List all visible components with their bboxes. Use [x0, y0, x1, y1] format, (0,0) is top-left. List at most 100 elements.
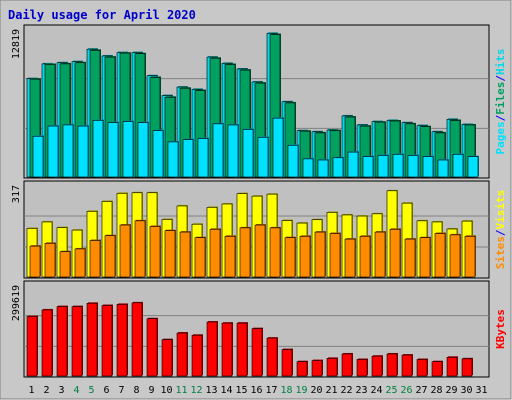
day-label: 10 — [160, 385, 172, 396]
day-label: 25 — [385, 385, 397, 396]
bar-pages — [47, 125, 59, 178]
bar-kbytes — [251, 328, 263, 377]
bar-sites — [434, 233, 446, 278]
bar-pages — [32, 135, 44, 178]
bar-sites — [254, 224, 266, 278]
bar-pages — [422, 156, 434, 178]
day-label: 7 — [118, 385, 124, 396]
day-label: 5 — [88, 385, 94, 396]
day-label: 26 — [400, 385, 412, 396]
bar-sites — [209, 228, 221, 278]
panel-visits-sites: 317 Sites/Visits — [11, 180, 507, 279]
bar-sites — [59, 251, 71, 278]
day-label: 21 — [325, 385, 337, 396]
y-max-label: 12819 — [11, 29, 22, 59]
bar-pages — [437, 159, 449, 178]
legend-entry: Pages — [494, 121, 507, 154]
bar-sites — [449, 234, 461, 278]
bar-kbytes — [146, 318, 158, 377]
bar-sites — [344, 238, 356, 278]
bar-sites — [239, 227, 251, 278]
panel-kbytes: 299619 KBytes — [11, 280, 507, 378]
day-label: 16 — [250, 385, 262, 396]
day-label: 17 — [265, 385, 277, 396]
bar-sites — [89, 240, 101, 278]
bar-pages — [257, 137, 269, 178]
chart-title: Daily usage for April 2020 — [8, 8, 196, 22]
bar-pages — [287, 145, 299, 178]
bar-kbytes — [401, 354, 413, 377]
y-max-label: 317 — [11, 185, 22, 203]
bar-sites — [314, 231, 326, 278]
panel-legend: KBytes — [494, 309, 507, 349]
bar-kbytes — [311, 360, 323, 377]
day-label: 9 — [148, 385, 154, 396]
bar-sites — [29, 245, 41, 278]
day-labels: 1 2 3 4 5 6 7 8 9 10 11 12 13 14 15 16 17 18 19 20 21 22 23 24 2… — [28, 385, 487, 396]
day-label: 18 — [280, 385, 292, 396]
bar-sites — [404, 238, 416, 278]
legend-entry: Files — [494, 82, 507, 115]
day-label: 2 — [43, 385, 49, 396]
panel-legend: Sites/Visits — [494, 190, 507, 270]
bar-kbytes — [236, 322, 248, 377]
bar-kbytes — [281, 349, 293, 377]
legend-entry: Hits — [494, 49, 507, 76]
bar-sites — [194, 237, 206, 278]
bar-sites — [134, 220, 146, 278]
bar-pages — [152, 130, 164, 178]
bar-pages — [467, 156, 479, 178]
panels-layer: 12819Pages/Files/Hits317Sites/Visits2996… — [11, 24, 507, 378]
bar-sites — [149, 226, 161, 278]
legend-entry: / — [494, 229, 507, 236]
legend-entry: / — [494, 114, 507, 121]
bar-kbytes — [86, 303, 98, 377]
legend-entry: KBytes — [494, 309, 507, 349]
bar-pages — [347, 151, 359, 178]
bar-pages — [107, 122, 119, 178]
bar-pages — [377, 155, 389, 178]
bar-kbytes — [356, 359, 368, 377]
bar-kbytes — [326, 358, 338, 377]
panel-legend: Pages/Files/Hits — [494, 49, 507, 155]
bar-kbytes — [161, 339, 173, 377]
day-label: 1 — [28, 385, 34, 396]
bar-sites — [284, 237, 296, 278]
bar-kbytes — [221, 322, 233, 377]
day-label: 29 — [445, 385, 457, 396]
bar-kbytes — [296, 361, 308, 377]
bar-sites — [359, 235, 371, 278]
bar-pages — [227, 124, 239, 178]
day-label: 23 — [355, 385, 367, 396]
day-label: 27 — [415, 385, 427, 396]
bar-kbytes — [341, 353, 353, 377]
bar-pages — [317, 159, 329, 178]
bar-sites — [164, 230, 176, 278]
bar-pages — [242, 129, 254, 178]
bar-kbytes — [446, 356, 458, 377]
bar-kbytes — [71, 306, 83, 377]
day-label: 22 — [340, 385, 352, 396]
bar-kbytes — [41, 309, 53, 377]
bar-kbytes — [101, 305, 113, 377]
bar-pages — [197, 138, 209, 178]
bar-kbytes — [461, 358, 473, 377]
bar-pages — [332, 157, 344, 178]
bar-pages — [122, 121, 134, 178]
day-label: 8 — [133, 385, 139, 396]
bar-pages — [212, 123, 224, 178]
bar-kbytes — [386, 353, 398, 377]
bar-sites — [374, 231, 386, 278]
bar-pages — [62, 124, 74, 178]
bar-kbytes — [131, 302, 143, 377]
bar-kbytes — [116, 304, 128, 377]
bar-kbytes — [371, 355, 383, 377]
day-label: 31 — [475, 385, 487, 396]
bar-pages — [182, 139, 194, 178]
bar-sites — [104, 235, 116, 278]
day-label: 15 — [235, 385, 247, 396]
bar-sites — [389, 228, 401, 278]
day-label: 30 — [460, 385, 472, 396]
bar-sites — [419, 237, 431, 278]
